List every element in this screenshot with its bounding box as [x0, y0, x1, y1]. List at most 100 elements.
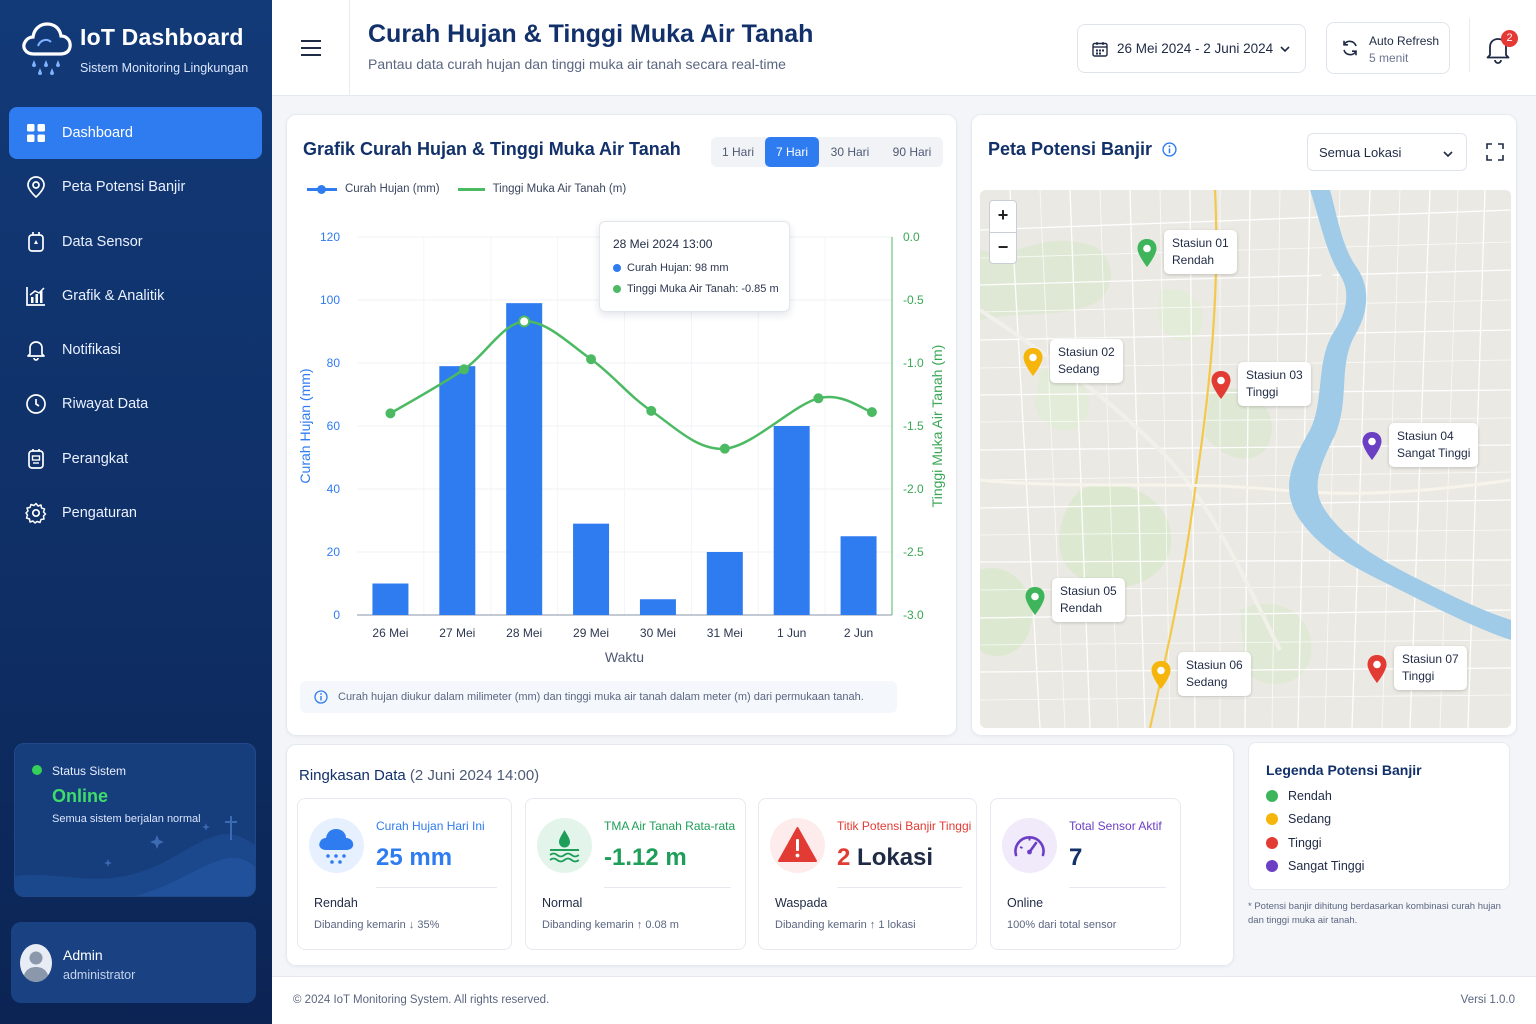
map-pin-icon: [1367, 655, 1387, 683]
stat-card-sensors[interactable]: Total Sensor Aktif 7 Online 100% dari to…: [990, 798, 1181, 950]
cloud-rain-icon: [22, 22, 72, 75]
map-pin-icon: [1211, 371, 1231, 399]
stat-card-tma[interactable]: TMA Air Tanah Rata-rata -1.12 m Normal D…: [525, 798, 746, 950]
gauge-icon: [1002, 818, 1057, 873]
stat-label: TMA Air Tanah Rata-rata: [604, 819, 736, 833]
sidebar-item-notifikasi[interactable]: Notifikasi: [9, 324, 262, 376]
tab-1-hari[interactable]: 1 Hari: [721, 145, 754, 159]
date-range-picker[interactable]: 26 Mei 2024 - 2 Juni 2024: [1077, 24, 1306, 73]
stat-value: 2 Lokasi: [837, 844, 934, 871]
tma-point: [866, 407, 877, 418]
tma-point: [646, 405, 657, 416]
stat-level: Normal: [542, 896, 583, 910]
notification-bell-icon[interactable]: [1484, 34, 1512, 64]
sidebar-item-peta[interactable]: Peta Potensi Banjir: [9, 161, 262, 213]
sidebar-item-grafik[interactable]: Grafik & Analitik: [9, 270, 262, 322]
tma-point: [459, 364, 469, 375]
x-tick-label: 1 Jun: [777, 626, 806, 640]
info-icon[interactable]: [1162, 142, 1177, 157]
sidebar-item-label: Data Sensor: [62, 233, 143, 250]
sidebar-item-dashboard[interactable]: Dashboard: [9, 107, 262, 159]
legend-rain-label: Curah Hujan (mm): [345, 183, 440, 195]
station-label: Stasiun 04 Sangat Tinggi: [1389, 423, 1479, 467]
map-pin-icon: [1137, 239, 1157, 267]
location-filter-value: Semua Lokasi: [1319, 145, 1402, 160]
chart-note-text: Curah hujan diukur dalam milimeter (mm) …: [338, 691, 864, 703]
chevron-down-icon: [1280, 46, 1290, 53]
station-label: Stasiun 05 Rendah: [1052, 578, 1125, 622]
tma-point: [813, 393, 824, 404]
avatar: [20, 944, 52, 982]
legend-tma-label: Tinggi Muka Air Tanah (m): [492, 183, 627, 195]
map-pin-icon: [1151, 661, 1171, 689]
auto-refresh-button[interactable]: Auto Refresh 5 menit: [1326, 22, 1450, 74]
zoom-controls: + −: [989, 200, 1017, 264]
tma-line: [389, 320, 873, 450]
auto-refresh-interval: 5 menit: [1369, 51, 1409, 65]
rain-tma-chart[interactable]: 0 20 40 60 80 100 120 -3.0 -2.5 -2.0 -1.5 -1.0 -0.5 0…: [287, 115, 958, 675]
tooltip-tma: Tinggi Muka Air Tanah: -0.85 m: [627, 283, 779, 295]
range-tabs: 1 Hari 7 Hari 30 Hari 90 Hari: [711, 137, 943, 167]
legend-tma-swatch: [457, 187, 485, 191]
legend-rain-swatch: [307, 184, 337, 194]
flood-map[interactable]: + − Stasiun 01 Rendah Stasiun 02 Sedang St…: [980, 190, 1511, 728]
x-tick-label: 28 Mei: [506, 626, 542, 640]
brand[interactable]: IoT Dashboard Sistem Monitoring Lingkung…: [20, 16, 260, 82]
notification-badge: 2: [1501, 30, 1518, 47]
legend-item: Sangat Tinggi: [1266, 859, 1364, 873]
tma-point: [385, 408, 396, 419]
tab-7-hari[interactable]: 7 Hari: [765, 137, 819, 167]
y-tick-label: 100: [320, 293, 340, 307]
sidebar-item-label: Pengaturan: [62, 505, 137, 522]
zoom-out-button[interactable]: −: [990, 232, 1016, 263]
map-pin-icon: [25, 176, 47, 199]
tab-90-hari[interactable]: 90 Hari: [892, 145, 932, 159]
sidebar-item-label: Peta Potensi Banjir: [62, 179, 186, 196]
sidebar-item-pengaturan[interactable]: Pengaturan: [9, 487, 262, 539]
y2-tick-label: -0.5: [903, 293, 924, 307]
y2-tick-label: -2.5: [903, 545, 924, 559]
stat-compare: Dibanding kemarin ↓ 35%: [314, 919, 440, 931]
bar: [840, 536, 877, 615]
history-icon: [25, 393, 47, 415]
stat-card-flood-points[interactable]: Titik Potensi Banjir Tinggi 2 Lokasi Was…: [758, 798, 977, 950]
y2-tick-label: -1.0: [903, 356, 924, 370]
tab-30-hari[interactable]: 30 Hari: [830, 145, 870, 159]
summary-timestamp: (2 Juni 2024 14:00): [409, 767, 540, 784]
date-range-value: 26 Mei 2024 - 2 Juni 2024: [1117, 41, 1274, 56]
sidebar-item-riwayat[interactable]: Riwayat Data: [9, 378, 262, 430]
device-icon: [25, 448, 47, 470]
page-subtitle: Pantau data curah hujan dan tinggi muka …: [368, 56, 786, 72]
y-tick-label: 120: [320, 230, 340, 244]
bar: [372, 583, 409, 615]
chart-legend: Curah Hujan (mm) Tinggi Muka Air Tanah (…: [307, 183, 626, 195]
bell-icon: [25, 339, 47, 362]
location-filter-select[interactable]: Semua Lokasi: [1307, 133, 1467, 171]
x-tick-label: 26 Mei: [372, 626, 408, 640]
tooltip-title: 28 Mei 2024 13:00: [613, 237, 713, 251]
menu-toggle-button[interactable]: [272, 0, 350, 96]
stat-level: Rendah: [314, 896, 358, 910]
x-tick-label: 27 Mei: [439, 626, 475, 640]
hamburger-icon: [300, 40, 321, 56]
zoom-in-button[interactable]: +: [997, 205, 1009, 225]
stat-card-rain[interactable]: Curah Hujan Hari Ini 25 mm Rendah Diband…: [297, 798, 512, 950]
chart-card-title: Grafik Curah Hujan & Tinggi Muka Air Tan…: [303, 139, 681, 159]
fullscreen-icon[interactable]: [1486, 143, 1504, 161]
chart-tooltip: 28 Mei 2024 13:00 Curah Hujan: 98 mm Tin…: [599, 221, 790, 312]
tma-point: [586, 354, 597, 365]
footer-copyright: © 2024 IoT Monitoring System. All rights…: [293, 994, 550, 1006]
legend-item: Rendah: [1266, 789, 1332, 803]
bar: [639, 599, 676, 615]
x-tick-label: 30 Mei: [640, 626, 676, 640]
chevron-down-icon: [1443, 151, 1453, 158]
sidebar-item-sensor[interactable]: Data Sensor: [9, 216, 262, 268]
brand-title: IoT Dashboard: [80, 24, 244, 50]
sidebar-item-perangkat[interactable]: Perangkat: [9, 433, 262, 485]
system-status-card: Status Sistem Online Semua sistem berjal…: [14, 743, 256, 897]
station-label: Stasiun 02 Sedang: [1050, 339, 1123, 383]
y2-tick-label: -1.5: [903, 419, 924, 433]
user-card[interactable]: Admin administrator: [11, 922, 256, 1003]
station-label: Stasiun 03 Tinggi: [1238, 362, 1311, 406]
status-indicator: [32, 765, 42, 775]
